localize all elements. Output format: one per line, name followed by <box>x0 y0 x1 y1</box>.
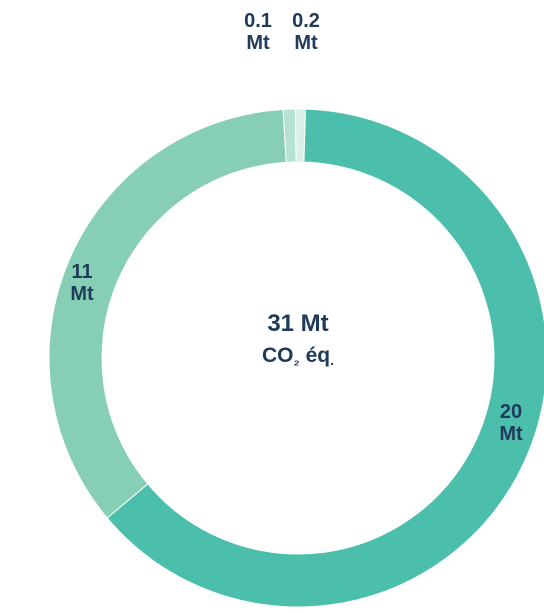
total-value-label: 31 Mt <box>198 310 398 338</box>
slice-label-line: Mt <box>294 32 318 54</box>
donut-slice-0-2 <box>295 108 307 163</box>
donut-slice-20 <box>106 108 544 608</box>
slice-label-line: 0.1 <box>244 10 272 32</box>
slice-label-line: 20 <box>500 401 522 423</box>
donut-slice-11 <box>48 108 287 519</box>
slice-label-line: Mt <box>246 32 270 54</box>
unit-dot: . <box>330 352 334 368</box>
slice-label-line: 11 <box>71 261 92 283</box>
total-unit-label: CO₂ éq. <box>198 343 398 373</box>
slice-label-line: Mt <box>499 423 523 445</box>
unit-suffix: éq <box>299 344 331 367</box>
slice-label-line: 0.2 <box>292 10 320 32</box>
total-value-text: 31 Mt <box>267 310 329 337</box>
slice-label-line: Mt <box>70 283 94 305</box>
slices-group <box>48 108 544 608</box>
slice-label-0-1: 0.1 Mt <box>244 10 272 54</box>
slice-label-11: 11 Mt <box>70 261 94 305</box>
slice-label-20: 20 Mt <box>499 401 523 445</box>
unit-subscript: ₂ <box>293 352 300 368</box>
slice-label-0-2: 0.2 Mt <box>292 10 320 54</box>
unit-prefix: CO <box>262 344 294 367</box>
